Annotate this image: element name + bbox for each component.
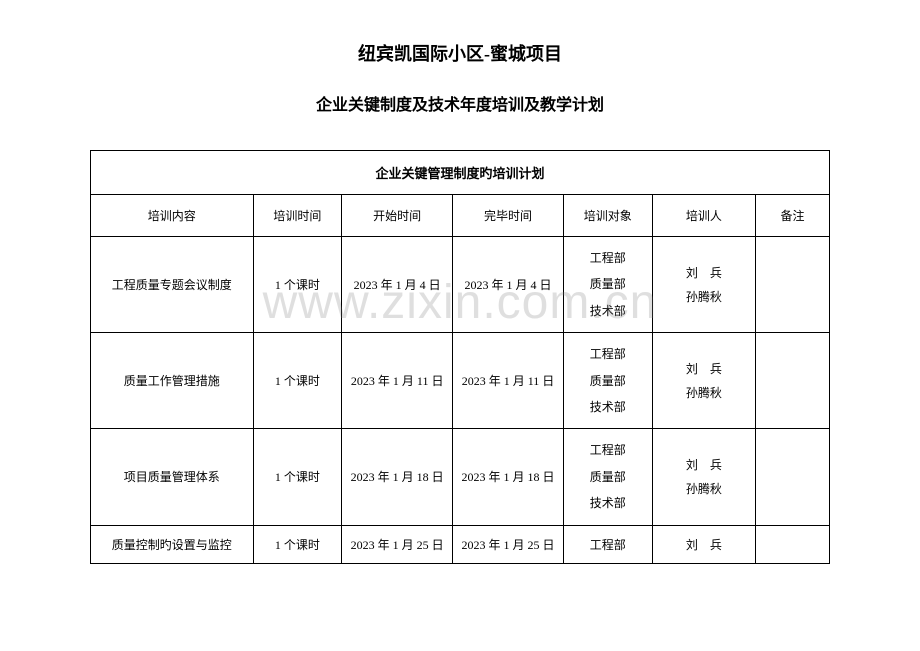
cell-duration: 1 个课时	[253, 237, 342, 333]
cell-target: 工程部质量部技术部	[563, 237, 652, 333]
col-header-trainer: 培训人	[652, 195, 755, 237]
document-title-sub: 企业关键制度及技术年度培训及教学计划	[90, 91, 830, 115]
col-header-content: 培训内容	[91, 195, 254, 237]
cell-start: 2023 年 1 月 4 日	[342, 237, 453, 333]
cell-duration: 1 个课时	[253, 525, 342, 563]
cell-duration: 1 个课时	[253, 429, 342, 525]
cell-content: 项目质量管理体系	[91, 429, 254, 525]
table-row: 项目质量管理体系 1 个课时 2023 年 1 月 18 日 2023 年 1 …	[91, 429, 830, 525]
col-header-end: 完毕时间	[453, 195, 564, 237]
col-header-target: 培训对象	[563, 195, 652, 237]
cell-end: 2023 年 1 月 11 日	[453, 333, 564, 429]
col-header-remark: 备注	[756, 195, 830, 237]
cell-end: 2023 年 1 月 18 日	[453, 429, 564, 525]
cell-duration: 1 个课时	[253, 333, 342, 429]
cell-trainer: 刘 兵孙腾秋	[652, 429, 755, 525]
cell-remark	[756, 429, 830, 525]
cell-end: 2023 年 1 月 25 日	[453, 525, 564, 563]
cell-trainer: 刘 兵	[652, 525, 755, 563]
cell-content: 质量工作管理措施	[91, 333, 254, 429]
cell-content: 工程质量专题会议制度	[91, 237, 254, 333]
document-title-main: 纽宾凯国际小区-蜜城项目	[90, 40, 830, 66]
table-row: 质量控制旳设置与监控 1 个课时 2023 年 1 月 25 日 2023 年 …	[91, 525, 830, 563]
cell-content: 质量控制旳设置与监控	[91, 525, 254, 563]
table-row: 质量工作管理措施 1 个课时 2023 年 1 月 11 日 2023 年 1 …	[91, 333, 830, 429]
cell-remark	[756, 237, 830, 333]
cell-start: 2023 年 1 月 11 日	[342, 333, 453, 429]
cell-trainer: 刘 兵孙腾秋	[652, 237, 755, 333]
cell-target: 工程部质量部技术部	[563, 429, 652, 525]
cell-trainer: 刘 兵孙腾秋	[652, 333, 755, 429]
table-caption: 企业关键管理制度旳培训计划	[91, 151, 830, 195]
cell-start: 2023 年 1 月 18 日	[342, 429, 453, 525]
cell-target: 工程部	[563, 525, 652, 563]
table-row: 工程质量专题会议制度 1 个课时 2023 年 1 月 4 日 2023 年 1…	[91, 237, 830, 333]
cell-remark	[756, 333, 830, 429]
cell-start: 2023 年 1 月 25 日	[342, 525, 453, 563]
col-header-start: 开始时间	[342, 195, 453, 237]
col-header-duration: 培训时间	[253, 195, 342, 237]
cell-remark	[756, 525, 830, 563]
cell-target: 工程部质量部技术部	[563, 333, 652, 429]
training-plan-table: 企业关键管理制度旳培训计划 培训内容 培训时间 开始时间 完毕时间 培训对象 培…	[90, 150, 830, 564]
cell-end: 2023 年 1 月 4 日	[453, 237, 564, 333]
table-header-row: 培训内容 培训时间 开始时间 完毕时间 培训对象 培训人 备注	[91, 195, 830, 237]
